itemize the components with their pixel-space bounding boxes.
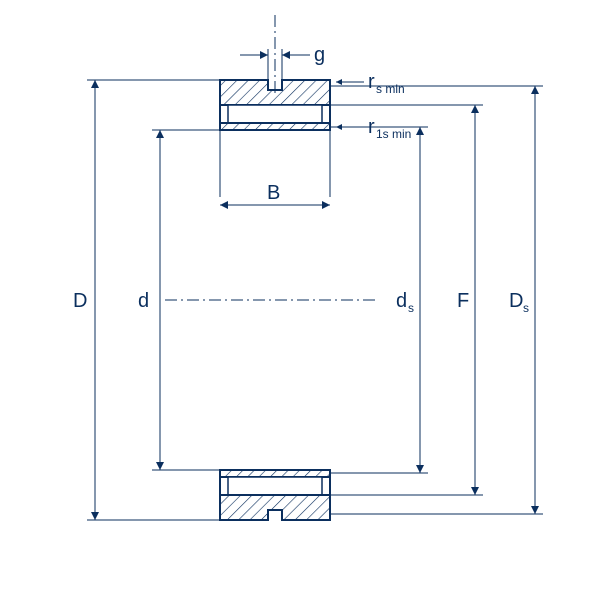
label-r1: r [368,116,375,138]
outer-ring-bot [220,495,330,520]
label-g: g [314,44,325,66]
label-Ds: D [509,290,523,312]
label-r: r [368,71,375,93]
svg-text:d: d [138,290,149,312]
svg-text:s: s [523,301,529,315]
label-F: F [457,290,469,312]
label-ds: d [396,290,407,312]
svg-text:s: s [408,301,414,315]
svg-text:s min: s min [376,82,405,96]
roller-bot [228,477,322,495]
svg-text:1s min: 1s min [376,127,411,141]
inner-ring-top [220,123,330,130]
svg-text:B: B [267,182,280,204]
svg-text:D: D [73,290,87,312]
inner-ring-bot [220,470,330,477]
roller-top [228,105,322,123]
